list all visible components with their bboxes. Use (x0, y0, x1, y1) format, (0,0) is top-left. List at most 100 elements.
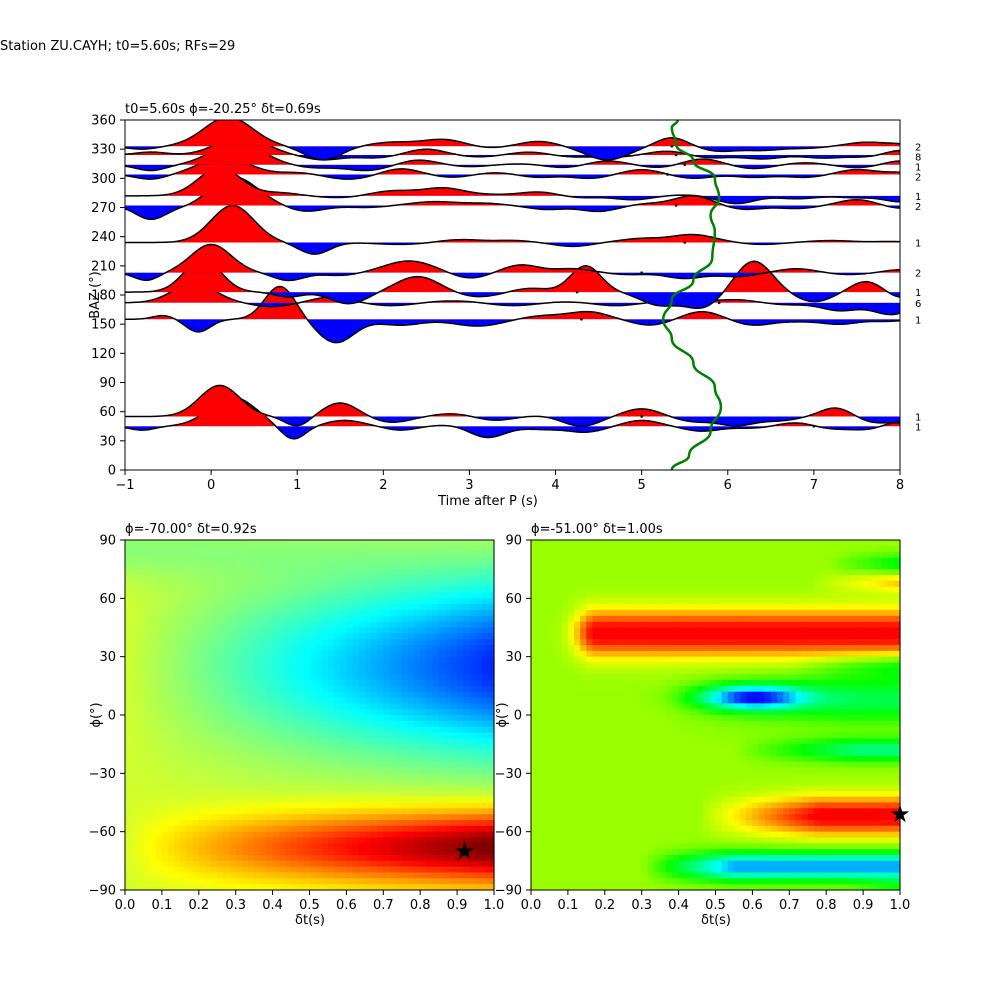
heatmap-cell (315, 674, 323, 681)
rf-x-axis-label: Time after P (s) (437, 494, 538, 509)
heatmap-cell (223, 837, 231, 844)
heatmap-cell (537, 674, 544, 681)
heatmap-cell (229, 884, 237, 891)
heatmap-cell (223, 849, 231, 856)
heatmap-cell (617, 656, 624, 664)
heatmap-cell (377, 872, 384, 879)
heatmap-cell (315, 779, 323, 786)
heatmap-cell (334, 680, 341, 687)
heatmap-cell (260, 563, 268, 570)
heatmap-cell (586, 709, 594, 716)
heatmap-cell (364, 650, 372, 658)
heatmap-cell (481, 831, 489, 839)
heatmap-cell (407, 808, 415, 815)
heatmap-cell (143, 610, 151, 617)
heatmap-cell (475, 750, 483, 757)
heatmap-cell (592, 668, 600, 675)
heatmap-cell (278, 569, 286, 576)
heatmap-cell (395, 610, 403, 617)
heatmap-cell (469, 691, 477, 699)
heatmap-cell (198, 820, 206, 827)
heatmap-cell (531, 726, 538, 734)
heatmap-cell (586, 761, 594, 769)
heatmap-cell (457, 580, 464, 588)
heatmap-cell (327, 860, 335, 868)
heatmap-cell (186, 569, 194, 576)
heatmap-cell (426, 761, 434, 769)
heatmap-cell (586, 843, 594, 850)
heatmap-cell (598, 650, 606, 658)
x-tick-label: 1.0 (484, 898, 505, 913)
heatmap-cell (543, 668, 551, 675)
heatmap-cell (549, 808, 557, 815)
heatmap-cell (260, 580, 268, 588)
heatmap-cell (204, 610, 212, 617)
heatmap-cell (543, 627, 551, 634)
heatmap-cell (334, 802, 341, 809)
heatmap-cell (137, 592, 145, 599)
heatmap-cell (549, 849, 557, 856)
heatmap-cell (260, 790, 268, 798)
heatmap-cell (364, 773, 372, 780)
heatmap-cell (389, 773, 397, 780)
heatmap-cell (549, 738, 557, 745)
heatmap-cell (438, 738, 446, 745)
heatmap-cell (211, 668, 218, 675)
heatmap-cell (463, 709, 470, 716)
heatmap-cell (352, 720, 360, 728)
heatmap-cell (543, 767, 551, 774)
heatmap-cell (155, 540, 163, 547)
rf-marker-point (674, 204, 678, 207)
heatmap-cell (278, 767, 286, 774)
heatmap-cell (481, 610, 489, 617)
heatmap-cell (217, 691, 224, 699)
heatmap-cell (377, 627, 384, 634)
heatmap-cell (377, 843, 384, 850)
heatmap-cell (481, 615, 489, 623)
heatmap-cell (610, 580, 618, 588)
heatmap-cell (469, 761, 477, 769)
heatmap-cell (168, 575, 175, 582)
heatmap-cell (537, 645, 544, 652)
heatmap-cell (537, 627, 544, 634)
heatmap-cell (241, 691, 249, 699)
heatmap-cell (629, 650, 637, 658)
heatmap-cell (217, 697, 224, 704)
heatmap-cell (371, 808, 378, 815)
heatmap-cell (444, 855, 452, 862)
heatmap-cell (604, 866, 612, 874)
heatmap-cell (647, 843, 655, 850)
heatmap-cell (358, 709, 366, 716)
heatmap-cell (426, 744, 434, 751)
heatmap-cell (229, 831, 237, 839)
heatmap-cell (266, 586, 274, 594)
heatmap-cell (204, 726, 212, 734)
heatmap-cell (463, 808, 470, 815)
heatmap-cell (241, 545, 249, 553)
heatmap-cell (254, 563, 261, 570)
heatmap-cell (598, 610, 606, 617)
heatmap-cell (334, 709, 341, 716)
heatmap-cell (426, 551, 434, 559)
heatmap-cell (284, 545, 292, 553)
heatmap-cell (543, 656, 551, 664)
heatmap-cell (358, 662, 366, 669)
heatmap-cell (229, 697, 237, 704)
heatmap-cell (555, 563, 563, 570)
heatmap-cell (383, 755, 391, 763)
heatmap-cell (131, 604, 138, 611)
heatmap-cell (580, 720, 587, 728)
heatmap-cell (592, 825, 600, 833)
heatmap-cell (555, 680, 563, 687)
heatmap-cell (438, 639, 446, 646)
heatmap-cell (555, 575, 563, 582)
heatmap-cell (629, 738, 637, 745)
heatmap-cell (586, 726, 594, 734)
heatmap-cell (450, 563, 458, 570)
heatmap-cell (469, 767, 477, 774)
heatmap-cell (358, 808, 366, 815)
heatmap-cell (137, 627, 145, 634)
heatmap-cell (641, 540, 649, 547)
heatmap-cell (654, 557, 661, 564)
heatmap-cell (610, 691, 618, 699)
